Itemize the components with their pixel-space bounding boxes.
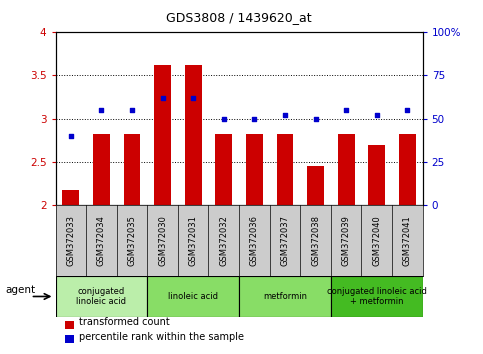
Bar (338, 134, 355, 205)
Text: transformed count: transformed count (79, 318, 170, 327)
Bar (56, 276, 147, 317)
Text: GSM372038: GSM372038 (311, 215, 320, 266)
Point (342, 107, 350, 113)
Text: GSM372036: GSM372036 (250, 215, 259, 266)
Bar (93, 134, 110, 205)
Point (67, 133, 75, 139)
Bar (246, 134, 263, 205)
Point (128, 107, 136, 113)
Bar (307, 166, 324, 205)
Text: GSM372034: GSM372034 (97, 215, 106, 266)
Text: GSM372037: GSM372037 (281, 215, 289, 266)
Text: agent: agent (6, 285, 36, 295)
Point (159, 95, 167, 101)
Point (251, 116, 258, 121)
Text: metformin: metformin (263, 292, 307, 301)
Text: GSM372033: GSM372033 (66, 215, 75, 266)
Text: GSM372041: GSM372041 (403, 215, 412, 266)
Text: GSM372035: GSM372035 (128, 215, 137, 266)
Text: GSM372032: GSM372032 (219, 215, 228, 266)
Bar (277, 134, 293, 205)
Text: percentile rank within the sample: percentile rank within the sample (79, 332, 244, 342)
Bar (215, 134, 232, 205)
Text: GSM372031: GSM372031 (189, 215, 198, 266)
Bar (185, 65, 201, 205)
Point (373, 112, 381, 118)
Point (98, 107, 105, 113)
Bar (369, 144, 385, 205)
Text: linoleic acid: linoleic acid (168, 292, 218, 301)
Point (312, 116, 319, 121)
Bar (239, 276, 331, 317)
Point (220, 116, 227, 121)
Text: GSM372039: GSM372039 (341, 215, 351, 266)
Bar (124, 134, 141, 205)
Bar (399, 134, 416, 205)
Text: GDS3808 / 1439620_at: GDS3808 / 1439620_at (166, 11, 312, 24)
Text: conjugated
linoleic acid: conjugated linoleic acid (76, 287, 127, 306)
Bar (154, 65, 171, 205)
Text: GSM372030: GSM372030 (158, 215, 167, 266)
Point (403, 107, 411, 113)
Bar (147, 276, 239, 317)
Point (189, 95, 197, 101)
Text: GSM372040: GSM372040 (372, 215, 381, 266)
Bar (62, 190, 79, 205)
Text: conjugated linoleic acid
+ metformin: conjugated linoleic acid + metformin (327, 287, 426, 306)
Point (281, 112, 289, 118)
Bar (331, 276, 423, 317)
